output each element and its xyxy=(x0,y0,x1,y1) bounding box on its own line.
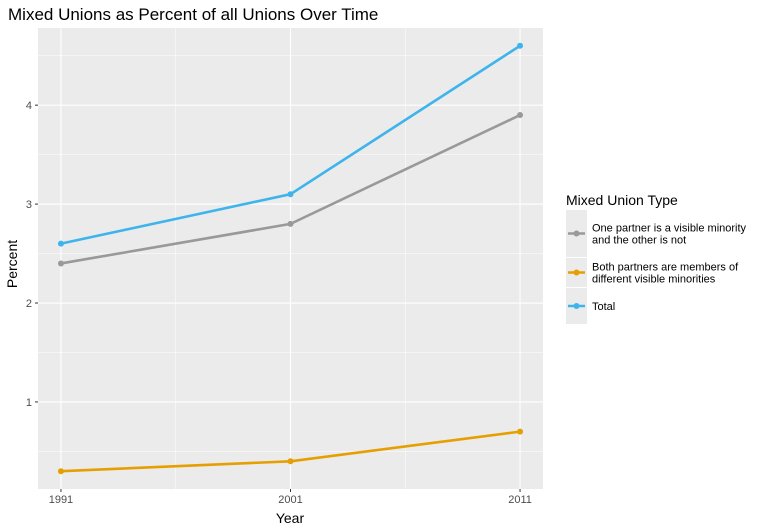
axes: 1 2 3 4 1991 2001 2011 xyxy=(26,100,532,506)
legend-label-line: Both partners are members of xyxy=(592,262,739,274)
y-tick-label: 1 xyxy=(26,397,32,409)
data-point-1 xyxy=(57,468,64,475)
legend-key-point-0 xyxy=(573,230,580,237)
x-tick-label: 2001 xyxy=(278,494,302,506)
legend-label-0: One partner is a visible minority and the… xyxy=(592,223,747,247)
x-tick-label: 2011 xyxy=(508,494,532,506)
legend-label-line: One partner is a visible minority xyxy=(592,223,747,235)
data-point-2 xyxy=(517,42,524,49)
legend-label-line: and the other is not xyxy=(592,235,686,247)
legend-label-line: different visible minorities xyxy=(592,274,716,286)
data-point-1 xyxy=(517,428,524,435)
y-tick-label: 2 xyxy=(26,298,32,310)
data-point-2 xyxy=(57,240,64,247)
legend: Mixed Union Type One partner is a visibl… xyxy=(566,192,747,324)
data-point-1 xyxy=(287,458,294,465)
legend-label-2: Total xyxy=(592,301,615,313)
legend-label-line: Total xyxy=(592,301,615,313)
legend-title: Mixed Union Type xyxy=(566,192,678,208)
data-point-0 xyxy=(57,260,64,267)
y-axis-title: Percent xyxy=(4,240,20,288)
data-point-0 xyxy=(517,112,524,119)
x-tick-label: 1991 xyxy=(49,494,73,506)
legend-key-point-1 xyxy=(573,269,580,276)
series-layer xyxy=(57,42,524,475)
y-tick-label: 3 xyxy=(26,199,32,211)
x-axis-title: Year xyxy=(276,510,305,526)
legend-label-1: Both partners are members of different vi… xyxy=(592,262,739,286)
data-point-0 xyxy=(287,220,294,227)
y-tick-label: 4 xyxy=(26,100,32,112)
chart-title: Mixed Unions as Percent of all Unions Ov… xyxy=(8,5,378,24)
data-point-2 xyxy=(287,191,294,198)
legend-key-point-2 xyxy=(573,303,580,309)
